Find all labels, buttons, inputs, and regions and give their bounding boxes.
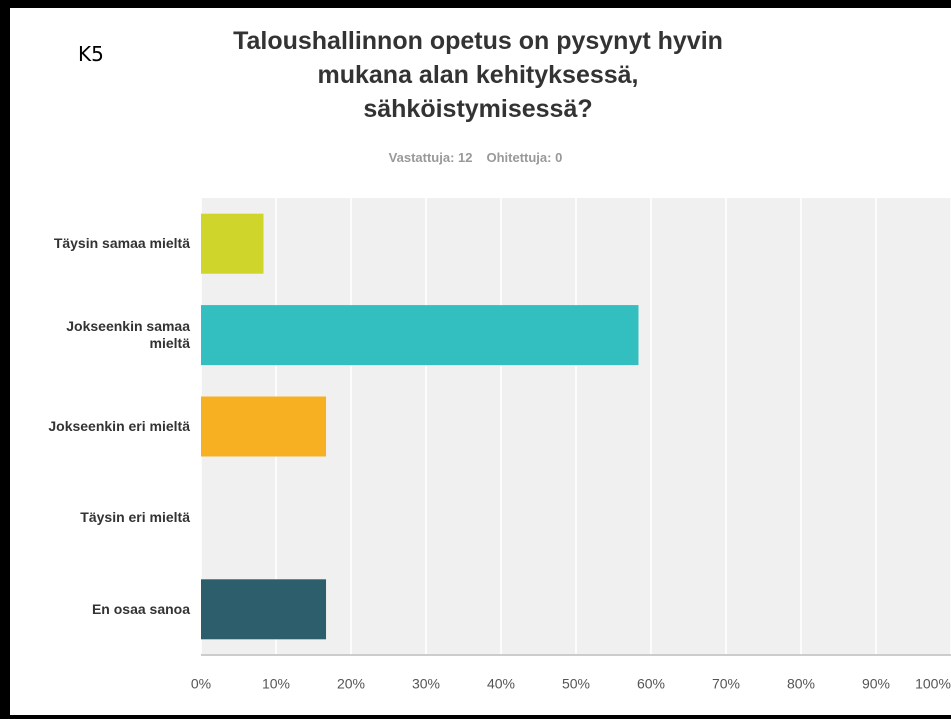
bar	[201, 396, 327, 457]
category-text: Täysin samaa mieltä	[53, 235, 190, 252]
category-text: Jokseenkin eri mieltä	[48, 417, 190, 434]
skipped: Ohitettuja: 0	[486, 150, 563, 165]
x-tick-label: 40%	[487, 676, 515, 692]
chart-title: Taloushallinnon opetus on pysynyt hyvin …	[233, 27, 723, 123]
y-tick-label: Täysin eri mieltä	[40, 472, 190, 563]
bar	[201, 579, 327, 640]
x-tick-label: 50%	[562, 676, 590, 692]
bar	[201, 305, 639, 366]
x-tick-label: 90%	[862, 676, 890, 692]
respondents: Vastattuja: 12	[388, 150, 473, 165]
bar	[201, 213, 264, 274]
x-tick-label: 10%	[262, 676, 290, 692]
category-text: Täysin eri mieltä	[80, 509, 190, 526]
y-tick-label: Jokseenkin samaa mieltä	[40, 289, 190, 380]
category-text: Jokseenkin samaa mieltä	[66, 318, 190, 352]
x-tick-label: 80%	[787, 676, 815, 692]
subtitle: Vastattuja: 12 Ohitettuja: 0	[0, 150, 951, 165]
x-tick-label: 0%	[191, 676, 211, 692]
y-tick-label: En osaa sanoa	[40, 564, 190, 655]
question-tag: K5	[78, 42, 104, 66]
y-tick-label: Täysin samaa mieltä	[40, 198, 190, 289]
y-tick-label: Jokseenkin eri mieltä	[40, 381, 190, 472]
x-tick-label: 60%	[637, 676, 665, 692]
x-tick-label: 20%	[337, 676, 365, 692]
category-text: En osaa sanoa	[91, 600, 190, 617]
x-tick-label: 100%	[915, 676, 951, 692]
x-tick-label: 70%	[712, 676, 740, 692]
x-tick-label: 30%	[412, 676, 440, 692]
